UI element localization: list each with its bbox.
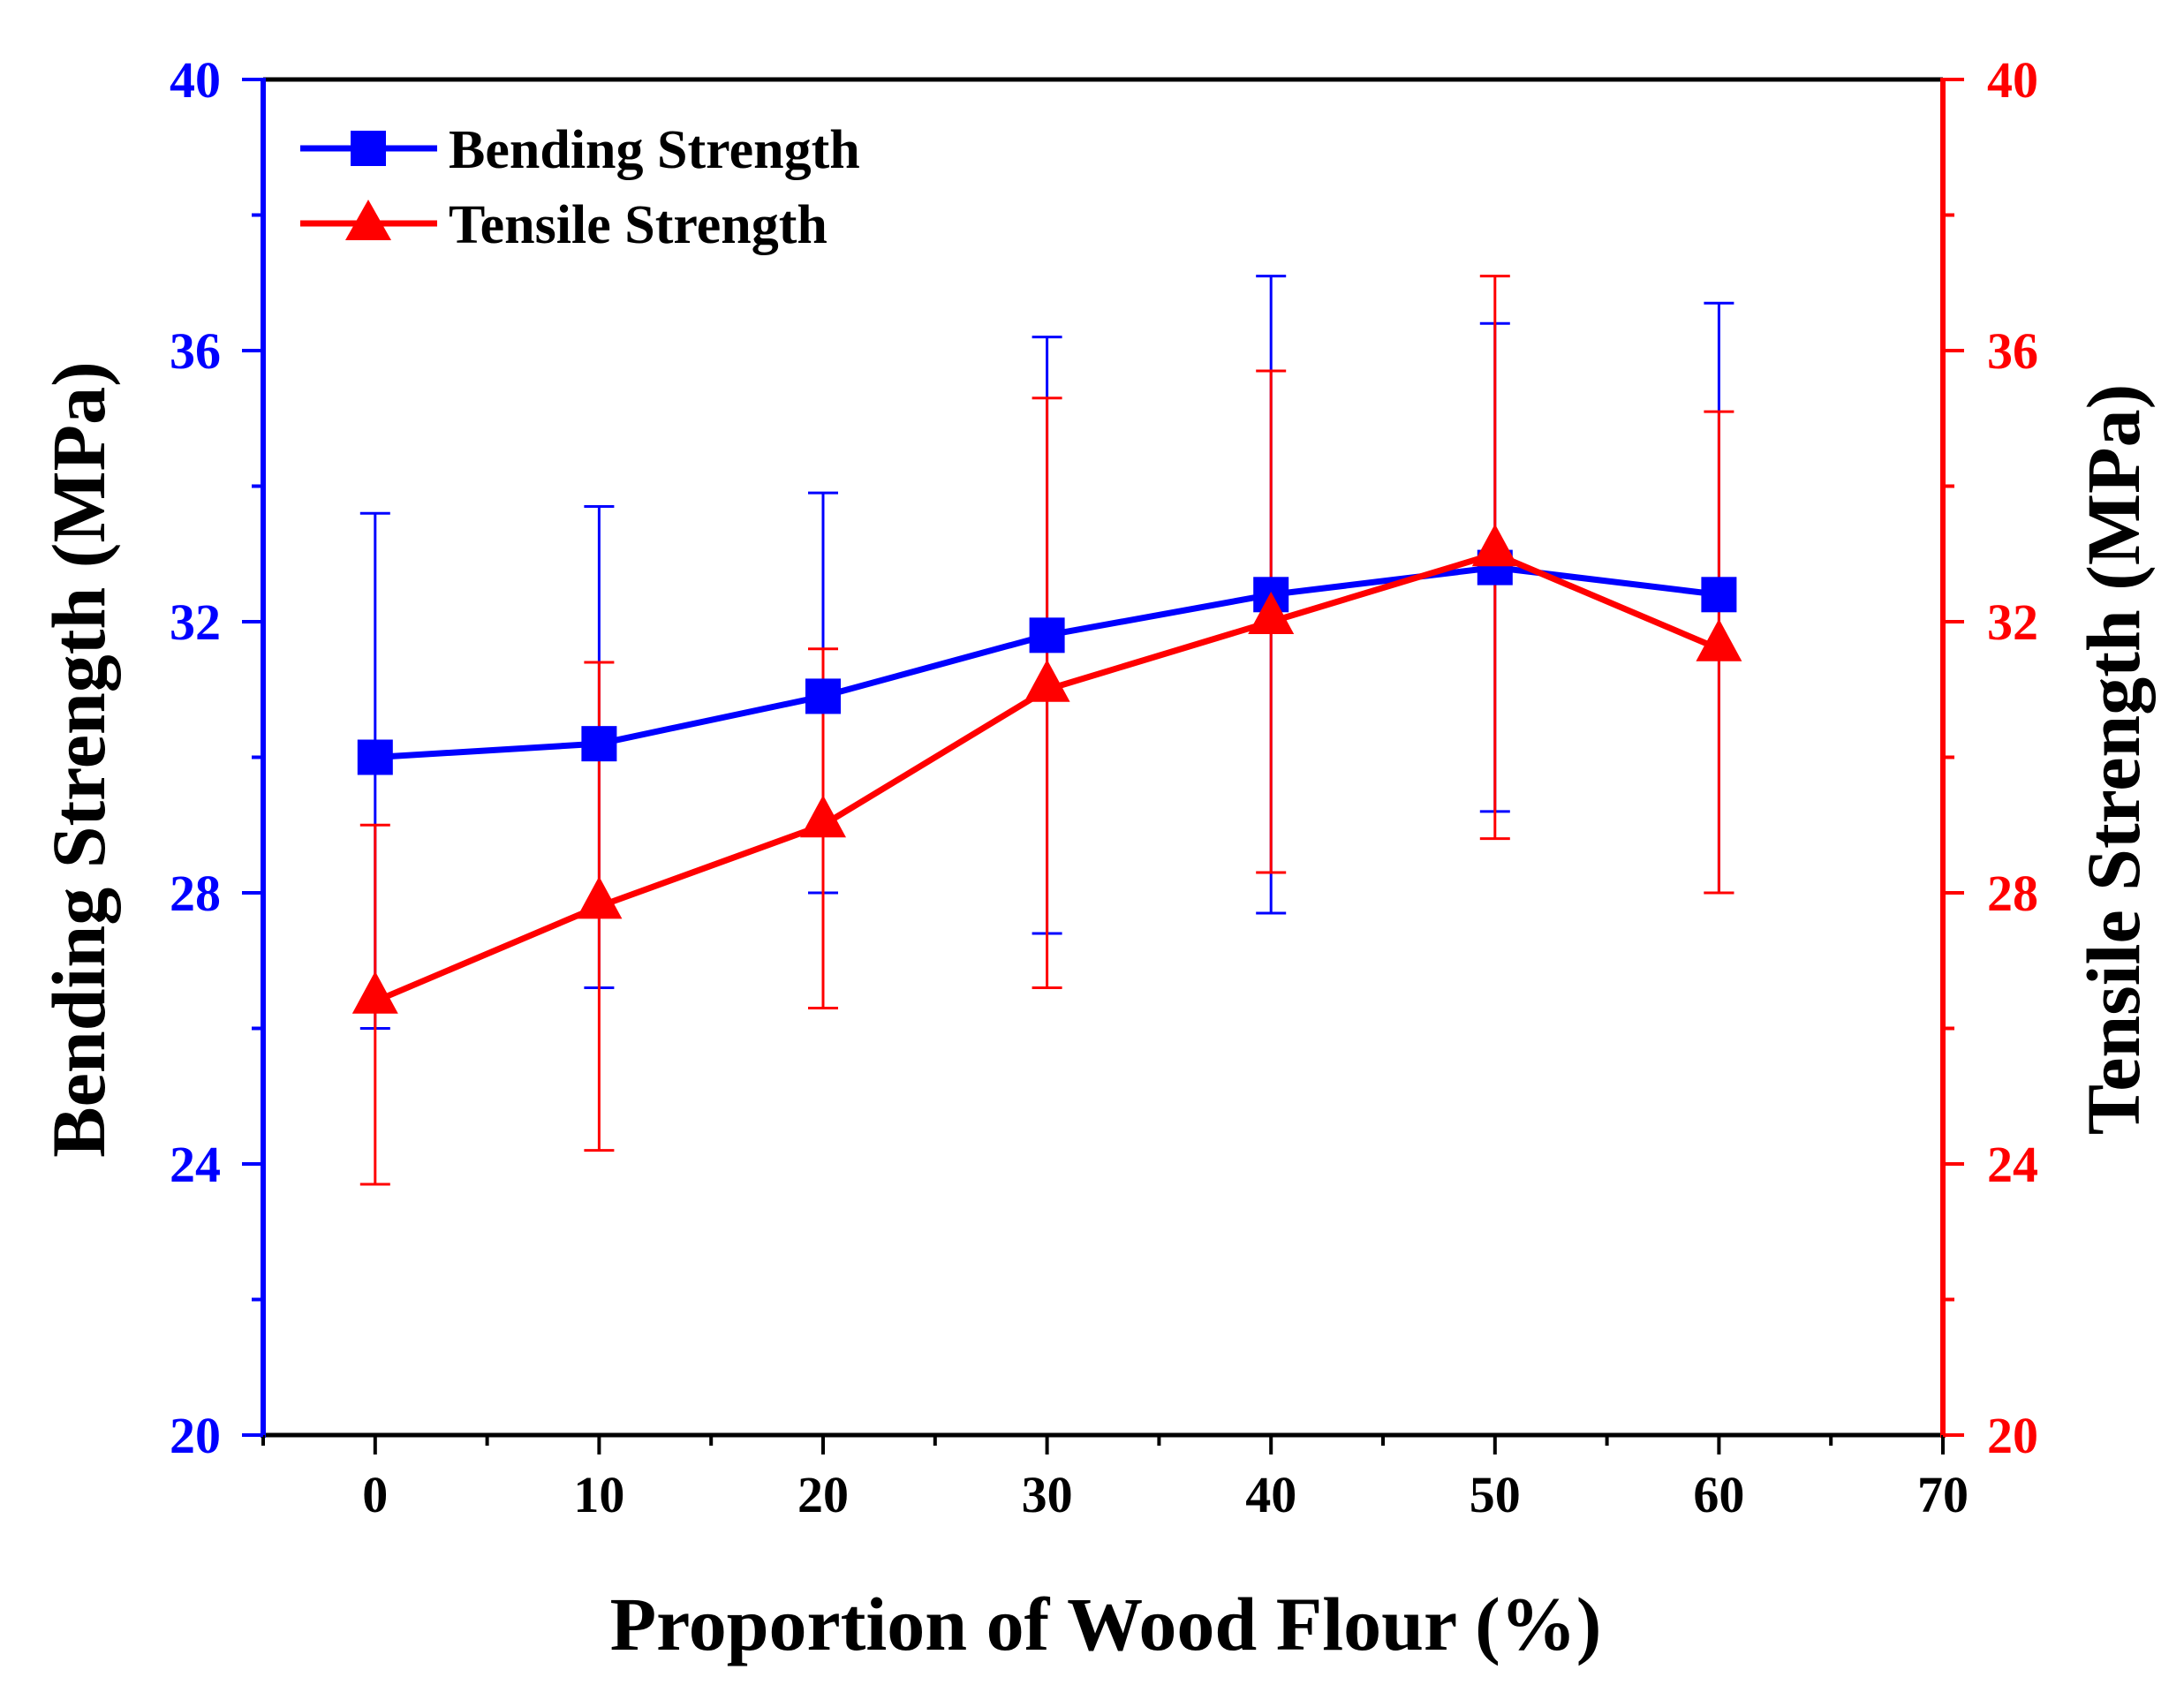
- legend-tensile-marker: [345, 200, 391, 240]
- left-axis-title: Bending Strength (MPa): [36, 361, 121, 1157]
- series-markers: [351, 524, 1742, 1014]
- legend-bending-label: Bending Strength: [449, 120, 860, 180]
- left-y-tick-label: 24: [170, 1136, 221, 1193]
- right-y-tick-label: 24: [1987, 1136, 2038, 1193]
- tensile-point: [1696, 618, 1742, 661]
- x-tick-label: 10: [573, 1466, 624, 1523]
- tensile-point: [1024, 659, 1070, 702]
- x-tick-label: 50: [1470, 1466, 1521, 1523]
- left-y-tick-label: 28: [170, 865, 221, 922]
- right-axis-title: Tensile Strength (MPa): [2071, 384, 2156, 1135]
- x-tick-label: 60: [1693, 1466, 1744, 1523]
- tensile-point: [576, 876, 623, 919]
- tensile-point: [351, 971, 398, 1014]
- tick-labels: 0 10 20 30 40 50 60 70 20 24 28 32 36 40 20 24 28 32 36 40: [170, 51, 2038, 1523]
- bending-point: [581, 726, 617, 762]
- x-axis-title: Proportion of Wood Flour (%): [610, 1582, 1602, 1666]
- legend: Bending Strength Tensile Strength: [300, 120, 860, 255]
- axis-ticks: [242, 78, 1964, 1454]
- bending-point: [805, 678, 841, 714]
- right-y-tick-label: 32: [1987, 593, 2038, 651]
- right-y-tick-label: 20: [1987, 1407, 2038, 1464]
- tensile-point: [1248, 592, 1295, 634]
- left-y-tick-label: 20: [170, 1407, 221, 1464]
- right-y-tick-label: 40: [1987, 51, 2038, 109]
- x-tick-label: 30: [1022, 1466, 1073, 1523]
- right-y-tick-label: 28: [1987, 865, 2038, 922]
- left-y-tick-label: 40: [170, 51, 221, 109]
- bending-point: [1701, 577, 1737, 613]
- left-y-tick-label: 32: [170, 593, 221, 651]
- x-tick-label: 40: [1245, 1466, 1296, 1523]
- x-tick-label: 0: [362, 1466, 388, 1523]
- left-y-tick-label: 36: [170, 322, 221, 380]
- legend-bending-marker: [351, 131, 386, 166]
- bending-point: [1029, 617, 1065, 654]
- right-y-tick-label: 36: [1987, 322, 2038, 380]
- x-tick-label: 70: [1917, 1466, 1969, 1523]
- tensile-point: [800, 795, 846, 838]
- bending-point: [357, 739, 393, 775]
- legend-tensile-label: Tensile Strength: [449, 195, 828, 255]
- tensile-point: [1471, 524, 1518, 567]
- x-tick-label: 20: [797, 1466, 849, 1523]
